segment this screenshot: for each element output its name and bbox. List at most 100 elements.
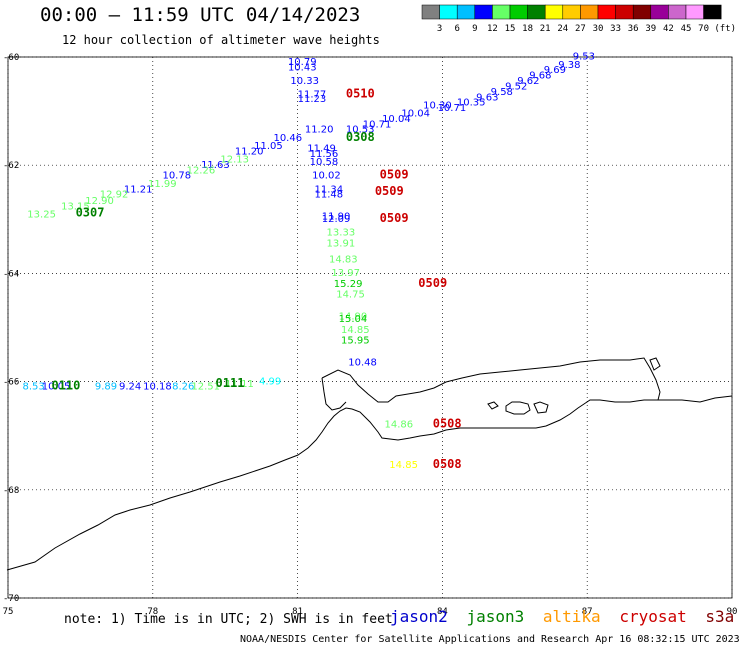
- map-frame: [7, 56, 733, 599]
- swh-value: 11.63: [201, 160, 230, 171]
- pass-time-label: 0509: [380, 168, 409, 182]
- swh-value: 13.33: [327, 228, 356, 239]
- colorbar-label: 70: [698, 24, 709, 34]
- swh-value: 12.09: [322, 214, 351, 225]
- lon-tick-label: 78: [147, 607, 158, 617]
- lat-tick-label: -62: [3, 161, 19, 171]
- legend-cryosat: cryosat: [619, 607, 687, 626]
- colorbar-label: 21: [540, 24, 551, 34]
- pass-time-label: 0308: [346, 130, 375, 144]
- swh-value: 14.86: [384, 420, 413, 431]
- swh-value: 9.68: [529, 71, 551, 82]
- swh-value: 14.85: [389, 460, 418, 471]
- swh-value: 11.20: [235, 146, 264, 157]
- colorbar-legend: 3 6 9 12 15 18 21 24 27 30 33 36 39 42 45 70 (ft): [421, 4, 736, 34]
- lat-tick-label: -70: [3, 594, 19, 604]
- swh-value: 14.85: [341, 325, 370, 336]
- colorbar-label: 27: [575, 24, 586, 34]
- swh-value: 14.90: [339, 311, 368, 322]
- colorbar-label: 18: [522, 24, 533, 34]
- swh-value: 10.71: [438, 103, 467, 114]
- colorbar-label: 9: [472, 24, 477, 34]
- swh-value: 10.05: [42, 382, 71, 393]
- swh-value: 13.91: [327, 238, 356, 249]
- swh-value: 9.38: [558, 60, 580, 71]
- satellite-legend: jason2 jason3 altika cryosat s3a: [390, 607, 740, 626]
- swh-value: 9.69: [544, 65, 566, 76]
- units-note: note: 1) Time is in UTC; 2) SWH is in fe…: [64, 612, 393, 627]
- lon-tick-label: 81: [292, 607, 303, 617]
- coastal-island: [533, 401, 549, 414]
- colorbar-label: 24: [557, 24, 568, 34]
- colorbar-label: 45: [681, 24, 692, 34]
- colorbar-label: 36: [628, 24, 639, 34]
- pass-time-label: 0110: [51, 379, 80, 393]
- swh-value: 11.90: [322, 211, 351, 222]
- swh-value: 14.75: [336, 290, 365, 301]
- swh-value: 11.77: [298, 90, 327, 101]
- page-subtitle: 12 hour collection of altimeter wave hei…: [62, 33, 380, 47]
- swh-value: 10.58: [310, 157, 339, 168]
- swh-value: 10.30: [423, 100, 452, 111]
- lat-tick-label: -60: [3, 53, 19, 63]
- swh-value: 15.95: [341, 336, 370, 347]
- lon-tick-label: 87: [582, 607, 593, 617]
- swh-value: 10.46: [273, 133, 302, 144]
- pass-time-label: 0508: [433, 457, 462, 471]
- colorbar-label: 6: [454, 24, 459, 34]
- swh-values: 9.539.389.699.689.629.529.589.6310.3510.…: [22, 52, 595, 471]
- pass-time-label: 0509: [418, 276, 447, 290]
- colorbar-label: (ft): [714, 24, 736, 34]
- axis-labels: 75 78 81 84 87 90 -60 -62 -64 -66 -68 -70: [3, 53, 738, 617]
- coastline: [6, 357, 733, 571]
- lat-tick-label: -68: [3, 486, 19, 496]
- swh-value: 10.33: [290, 76, 319, 87]
- pass-time-labels: 0510 0308 0509 0509 0509 0509 0307 0110 0111 0508…: [51, 87, 461, 472]
- coastal-islet: [487, 401, 499, 410]
- colorbar-label: 15: [505, 24, 516, 34]
- swh-value: 9.89: [95, 382, 117, 393]
- colorbar-label: 3: [437, 24, 442, 34]
- ice-shelf-edge: [321, 377, 347, 411]
- lon-tick-label: 90: [727, 607, 738, 617]
- swh-value: 9.63: [476, 92, 498, 103]
- swh-value: 15.04: [339, 314, 368, 325]
- grid-lines: [7, 56, 733, 599]
- swh-value: 4.99: [259, 376, 281, 387]
- pass-time-label: 0509: [375, 184, 404, 198]
- swh-value: 10.48: [348, 357, 377, 368]
- swh-value: 13.25: [27, 210, 56, 221]
- swh-value: 12.51: [191, 382, 220, 393]
- colorbar-swatch: [703, 4, 722, 20]
- lat-tick-label: -64: [3, 269, 19, 279]
- coastal-islet: [649, 357, 661, 371]
- swh-value: 9.24: [119, 382, 141, 393]
- legend-jason3: jason3: [466, 607, 525, 626]
- swh-value: 12.13: [220, 154, 249, 165]
- swh-value: 11.11: [225, 379, 254, 390]
- lat-tick-label: -66: [3, 378, 19, 388]
- antarctic-coastline: [6, 395, 733, 571]
- legend-altika: altika: [542, 607, 601, 626]
- coastal-island: [505, 401, 531, 415]
- swh-value: 10.71: [363, 119, 392, 130]
- swh-value: 11.34: [314, 184, 343, 195]
- colorbar-label: 39: [645, 24, 656, 34]
- colorbar-label: 42: [663, 24, 674, 34]
- swh-value: 12.26: [187, 165, 216, 176]
- swh-value: 14.83: [329, 255, 358, 266]
- swh-value: 11.21: [124, 184, 153, 195]
- swh-value: 11.56: [310, 149, 339, 160]
- swh-value: 10.04: [382, 114, 411, 125]
- pass-time-label: 0509: [380, 211, 409, 225]
- legend-s3a: s3a: [705, 607, 735, 626]
- swh-value: 11.23: [298, 94, 327, 105]
- ice-shelf-outline: [321, 357, 661, 403]
- pass-time-label: 0508: [433, 417, 462, 431]
- swh-value: 11.49: [307, 144, 336, 155]
- swh-value: 8.26: [172, 382, 194, 393]
- colorbar-label: 12: [487, 24, 498, 34]
- page-title: 00:00 – 11:59 UTC 04/14/2023: [40, 4, 361, 26]
- swh-value: 9.58: [491, 87, 513, 98]
